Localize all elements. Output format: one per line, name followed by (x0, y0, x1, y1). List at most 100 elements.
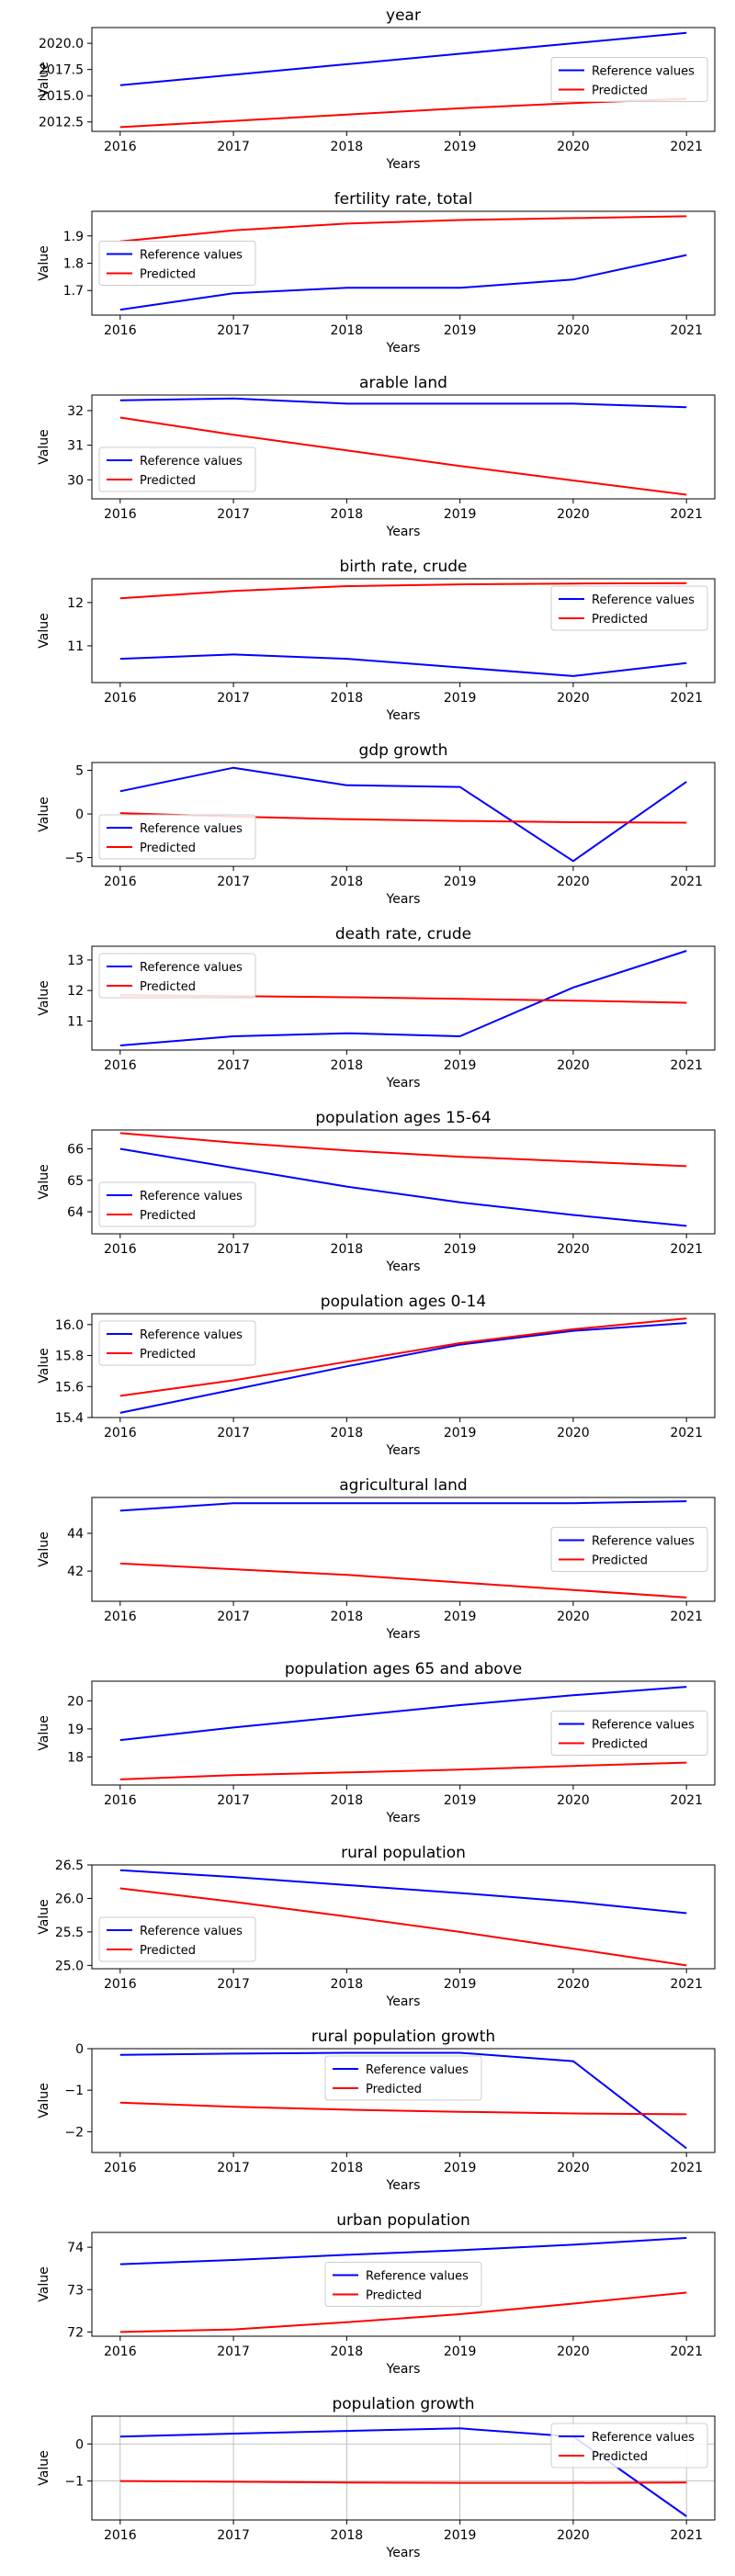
x-tick-label: 2019 (444, 323, 477, 338)
y-axis-label: Value (37, 1715, 51, 1750)
x-tick-label: 2021 (670, 1793, 703, 1808)
x-tick-label: 2017 (217, 1058, 250, 1073)
x-tick-label: 2021 (670, 140, 703, 154)
x-axis-label: Years (386, 2178, 421, 2193)
x-tick-label: 2019 (444, 1793, 477, 1808)
y-tick-label: 15.4 (55, 1411, 84, 1426)
chart-title: year (386, 6, 421, 25)
y-tick-label: 12 (67, 984, 84, 999)
x-tick-label: 2017 (217, 507, 250, 522)
x-tick-label: 2017 (217, 1242, 250, 1257)
x-tick-label: 2019 (444, 691, 477, 706)
x-axis-label: Years (386, 525, 421, 539)
series-line-predicted (119, 582, 687, 600)
x-axis-label: Years (386, 1443, 421, 1458)
chart-title: rural population (341, 1844, 466, 1862)
x-tick-label: 2018 (331, 323, 364, 338)
x-tick-label: 2017 (217, 1793, 250, 1808)
x-axis-label: Years (386, 2546, 421, 2560)
y-tick-label: 12 (67, 596, 84, 611)
x-tick-label: 2020 (557, 1977, 590, 1992)
y-axis-label: Value (37, 2083, 51, 2118)
y-tick-label: 44 (67, 1527, 84, 1542)
chart-title: population ages 15-64 (315, 1109, 491, 1127)
x-tick-label: 2018 (331, 2161, 364, 2175)
y-tick-label: 31 (67, 439, 84, 454)
series-line-predicted (119, 97, 687, 129)
legend-label: Reference values (592, 1535, 695, 1549)
series-line-reference-values (119, 1686, 687, 1742)
y-tick-label: 64 (67, 1205, 84, 1220)
series-line-reference-values (119, 1869, 687, 1915)
y-tick-label: 16.0 (55, 1318, 84, 1333)
x-tick-label: 2016 (104, 1058, 137, 1073)
x-tick-label: 2017 (217, 2528, 250, 2543)
y-tick-label: 2020.0 (39, 37, 84, 51)
series-line-reference-values (119, 950, 687, 1046)
axes-frame (91, 1680, 716, 1786)
axes-frame (91, 762, 716, 867)
x-axis-label: Years (386, 1260, 421, 1274)
legend-label: Reference values (366, 2063, 469, 2077)
x-tick-label: 2018 (331, 507, 364, 522)
x-tick-label: 2017 (217, 691, 250, 706)
chart-urban-population: urban population 2016 2017 2018 2019 2020 2021… (37, 2211, 716, 2377)
x-tick-label: 2018 (331, 1793, 364, 1808)
y-tick-label: 1.8 (63, 257, 84, 272)
x-tick-label: 2019 (444, 1242, 477, 1257)
chart-title: rural population growth (311, 2028, 495, 2046)
y-axis-label: Value (37, 1899, 51, 1934)
y-tick-label: 0 (75, 2042, 84, 2057)
x-tick-label: 2017 (217, 1610, 250, 1624)
series-line-predicted (119, 2101, 687, 2116)
x-tick-label: 2017 (217, 875, 250, 889)
chart-agricultural-land: agricultural land 2016 2017 2018 2019 2020 202… (37, 1476, 716, 1642)
x-axis-label: Years (386, 1076, 421, 1090)
y-axis-label: Value (37, 1348, 51, 1383)
y-tick-label: 18 (67, 1750, 84, 1765)
chart-fertility-rate-total: fertility rate, total 2016 2017 2018 2019 202… (37, 190, 716, 356)
x-tick-label: 2016 (104, 875, 137, 889)
series-line-reference-values (119, 766, 687, 863)
chart-death-rate-crude: death rate, crude 2016 2017 2018 2019 2020 202… (37, 925, 716, 1090)
x-tick-label: 2021 (670, 2528, 703, 2543)
chart-title: population ages 0-14 (321, 1293, 486, 1311)
chart-title: population ages 65 and above (285, 1660, 522, 1678)
legend: Reference values Predicted (550, 585, 708, 631)
legend: Reference values Predicted (98, 953, 256, 999)
series-line-predicted (119, 1562, 687, 1599)
x-tick-label: 2016 (104, 1610, 137, 1624)
x-tick-label: 2019 (444, 2528, 477, 2543)
legend-label: Reference values (140, 1328, 243, 1342)
legend-box (98, 1181, 256, 1227)
x-tick-label: 2018 (331, 1426, 364, 1441)
x-tick-label: 2016 (104, 1242, 137, 1257)
x-tick-label: 2020 (557, 2161, 590, 2175)
x-tick-label: 2019 (444, 1610, 477, 1624)
x-tick-label: 2018 (331, 2344, 364, 2359)
x-tick-label: 2018 (331, 1610, 364, 1624)
x-tick-label: 2021 (670, 1242, 703, 1257)
x-tick-label: 2021 (670, 691, 703, 706)
y-tick-label: 2017.5 (39, 63, 84, 78)
legend-box (550, 57, 708, 102)
y-tick-label: −2 (64, 2125, 84, 2140)
x-axis-label: Years (386, 157, 421, 172)
x-tick-label: 2021 (670, 507, 703, 522)
series-line-reference-values (119, 2051, 687, 2150)
y-axis-label: Value (37, 613, 51, 648)
chart-population-ages-0-14: population ages 0-14 2016 2017 2018 2019 2020… (37, 1293, 716, 1458)
legend-label: Predicted (140, 474, 196, 488)
x-tick-label: 2020 (557, 1793, 590, 1808)
y-tick-label: 13 (67, 954, 84, 968)
y-axis-label: Value (37, 245, 51, 280)
y-tick-label: −5 (64, 852, 84, 866)
y-axis-label: Value (37, 2450, 51, 2485)
x-tick-label: 2021 (670, 1058, 703, 1073)
x-axis-label: Years (386, 1994, 421, 2009)
series-line-reference-values (119, 1147, 687, 1227)
y-tick-label: 11 (67, 1014, 84, 1029)
y-tick-label: 66 (67, 1143, 84, 1158)
